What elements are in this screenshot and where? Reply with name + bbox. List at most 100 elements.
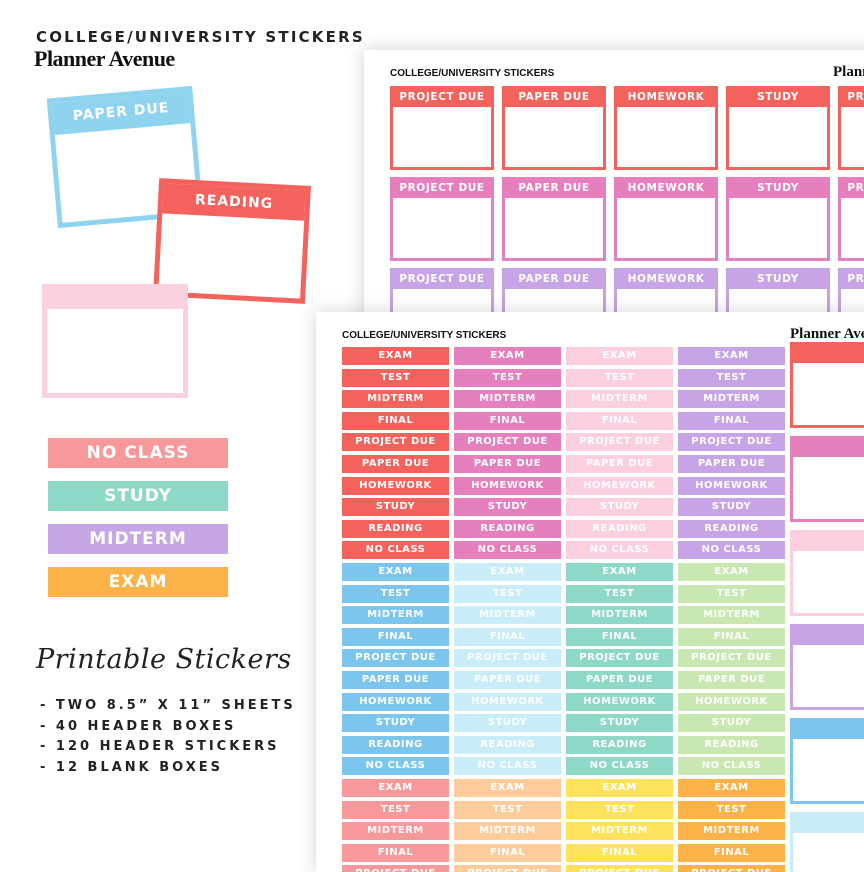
header-sticker: EXAM [454,779,561,797]
header-sticker: NO CLASS [454,757,561,776]
header-sticker: PAPER DUE [342,671,449,689]
product-title: Printable Stickers [36,644,292,675]
header-sticker: NO CLASS [342,541,449,560]
header-sticker: MIDTERM [678,822,785,841]
header-sticker: MIDTERM [678,390,785,409]
header-sticker: MIDTERM [678,606,785,625]
blank-box [790,342,864,428]
header-sticker: TEST [678,800,785,819]
header-sticker: TEST [566,368,673,387]
header-sticker: MIDTERM [566,606,673,625]
header-sticker: PROJECT DUE [566,433,673,452]
header-sticker: TEST [342,800,449,819]
header-sticker: HOMEWORK [678,692,785,711]
header-sticker: FINAL [454,411,561,430]
header-sticker: EXAM [566,779,673,797]
header-sticker: PROJECT DUE [678,865,785,872]
header-box-label: PROJECT DUE [841,271,864,289]
sample-box-blank [42,284,188,398]
header-sticker: PROJECT DUE [454,649,561,668]
feature-item: - 40 HEADER BOXES [40,718,237,734]
header-sticker: PAPER DUE [566,671,673,689]
header-sticker: STUDY [454,498,561,517]
header-sticker: PROJECT DUE [342,433,449,452]
header-sticker: MIDTERM [454,390,561,409]
header-box-label: PROJECT DUE [841,180,864,198]
blank-box-header [793,533,864,551]
feature-item: - 120 HEADER STICKERS [40,739,280,754]
header-sticker: EXAM [342,347,449,365]
sample-label-no-class: NO CLASS [48,438,228,468]
header-sticker: MIDTERM [342,390,449,409]
header-sticker: PROJECT DUE [454,433,561,452]
header-box-label: PROJECT DUE [393,180,491,198]
header-sticker: PAPER DUE [566,455,673,473]
header-sticker: READING [342,519,449,538]
sticker-sheet-back: COLLEGE/UNIVERSITY STICKERS Planner Aven… [364,50,864,350]
header-sticker: FINAL [454,627,561,646]
header-sticker: PAPER DUE [678,455,785,473]
header-sticker: TEST [454,800,561,819]
header-sticker: TEST [566,800,673,819]
header-sticker: MIDTERM [566,390,673,409]
sheet-back-title: COLLEGE/UNIVERSITY STICKERS [390,68,555,79]
header-sticker: READING [342,735,449,754]
brand-subtitle: COLLEGE/UNIVERSITY STICKERS [36,28,365,46]
header-box: PROJECT DUE [838,177,864,261]
header-sticker: NO CLASS [678,757,785,776]
header-sticker: PROJECT DUE [678,649,785,668]
header-sticker: PROJECT DUE [342,649,449,668]
header-sticker: FINAL [678,627,785,646]
header-sticker: MIDTERM [342,822,449,841]
blank-box-header [793,627,864,645]
header-box-label: PAPER DUE [505,89,603,107]
header-sticker: PAPER DUE [454,455,561,473]
header-sticker: HOMEWORK [454,692,561,711]
header-sticker: PROJECT DUE [566,865,673,872]
sample-label-exam: EXAM [48,567,228,597]
header-sticker: FINAL [454,843,561,862]
header-sticker: EXAM [678,563,785,581]
header-box-label: STUDY [729,271,827,289]
header-sticker: MIDTERM [342,606,449,625]
header-sticker: TEST [454,584,561,603]
header-sticker: HOMEWORK [454,476,561,495]
header-sticker: NO CLASS [566,541,673,560]
header-sticker: PROJECT DUE [454,865,561,872]
header-sticker: FINAL [566,843,673,862]
header-sticker: HOMEWORK [566,476,673,495]
header-sticker: STUDY [678,498,785,517]
blank-box-header [793,815,864,833]
header-sticker: EXAM [342,779,449,797]
header-box: PAPER DUE [502,177,606,261]
header-box: HOMEWORK [614,86,718,170]
blank-box-header [793,721,864,739]
header-sticker: FINAL [342,411,449,430]
sheet-front-brand: Planner Avenue [790,326,864,342]
header-box: PROJECT DUE [390,177,494,261]
header-sticker: TEST [678,368,785,387]
header-box: STUDY [726,177,830,261]
header-sticker: TEST [566,584,673,603]
header-sticker: STUDY [566,714,673,733]
header-sticker: EXAM [342,563,449,581]
header-sticker: NO CLASS [678,541,785,560]
header-box-label: PROJECT DUE [393,271,491,289]
header-sticker: PROJECT DUE [342,865,449,872]
header-sticker: TEST [454,368,561,387]
header-sticker: FINAL [566,411,673,430]
header-sticker: MIDTERM [454,822,561,841]
sample-label-study: STUDY [48,481,228,511]
header-sticker: PAPER DUE [454,671,561,689]
blank-box [790,812,864,872]
header-box: PAPER DUE [502,86,606,170]
header-sticker: EXAM [678,347,785,365]
sample-box-label: PAPER DUE [52,91,191,136]
header-sticker: PROJECT DUE [678,433,785,452]
header-sticker: STUDY [454,714,561,733]
header-box-label: HOMEWORK [617,180,715,198]
header-sticker: STUDY [342,714,449,733]
feature-list: - TWO 8.5” X 11” SHEETS - 40 HEADER BOXE… [40,696,296,778]
header-sticker: HOMEWORK [678,476,785,495]
header-sticker: EXAM [454,563,561,581]
